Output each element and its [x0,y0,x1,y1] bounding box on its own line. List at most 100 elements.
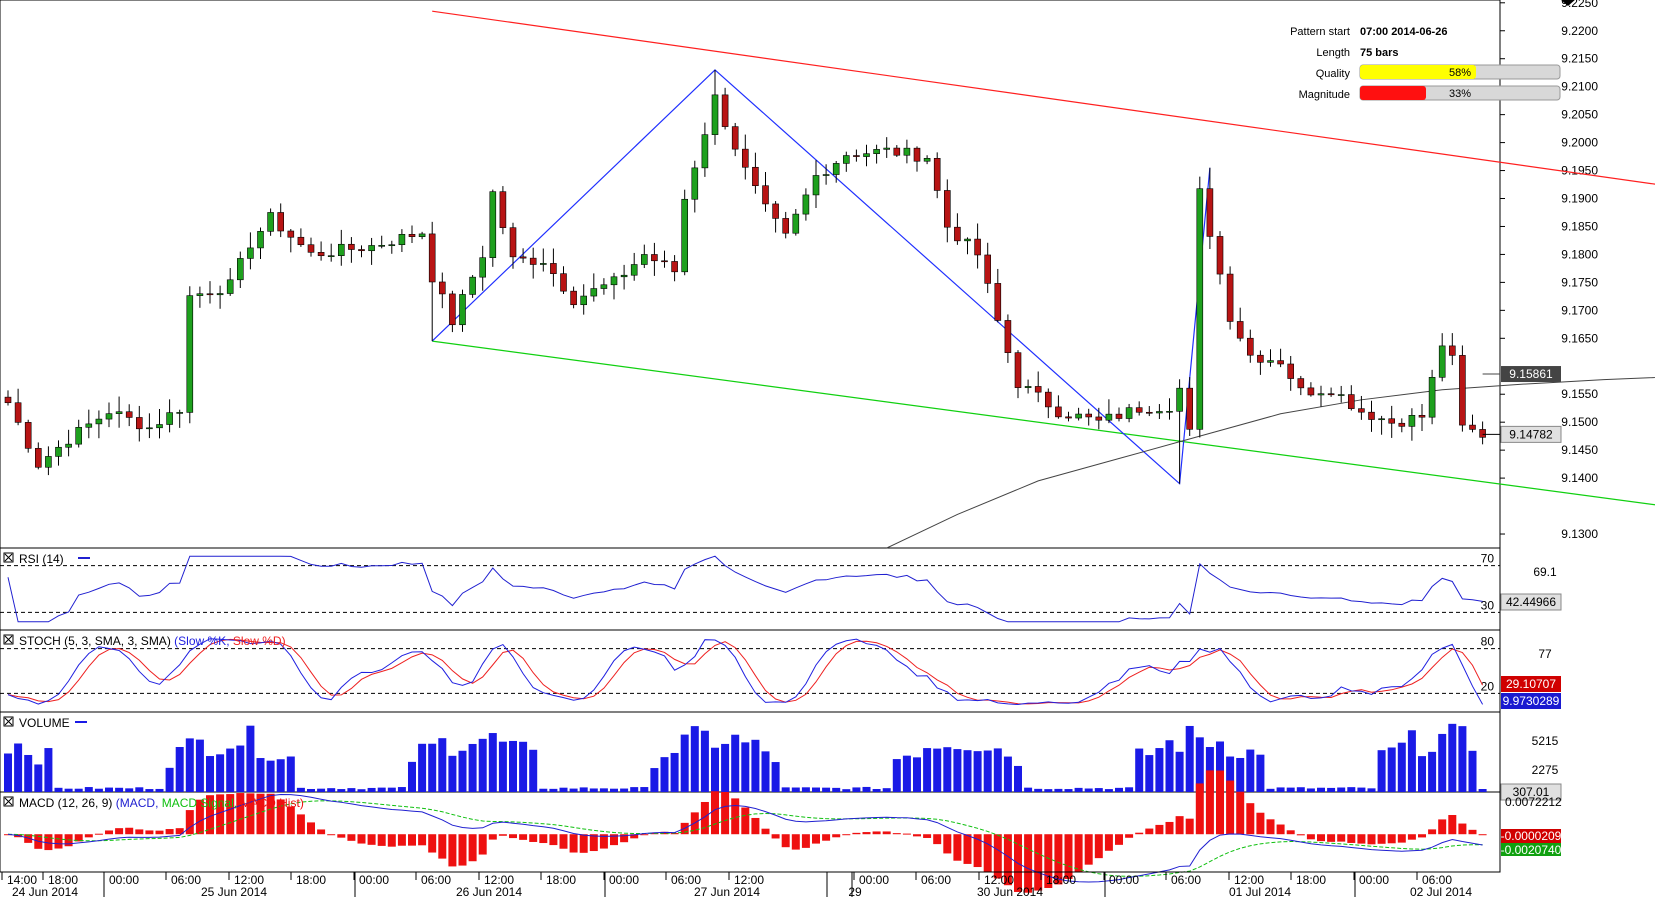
candle-body [1257,354,1264,363]
volume-bar [256,758,265,792]
candle-body [186,295,194,413]
volume-bar [74,788,83,792]
candle-body [519,256,527,259]
candle-body [125,411,133,418]
macd-signal-line [7,800,1483,877]
volume-bar [1306,788,1315,792]
candle-body [792,213,800,234]
volume-bar [529,749,538,792]
candle [1408,408,1416,441]
macd-hist-bar [307,822,315,835]
pattern-info: Pattern start 07:00 2014-06-26 Length 75… [1290,26,1561,101]
macd-hist-bar [276,799,285,835]
volume-bar [711,747,719,792]
volume-bar [569,788,578,792]
macd-hist-bar [1397,834,1406,843]
volume-bar [1236,757,1245,792]
candle [156,408,163,439]
volume-bar [478,738,487,792]
volume-bar [539,788,548,792]
volume-bar [1327,787,1336,792]
macd-hist-bar [993,834,1002,879]
price-tick-label: 9.2200 [1561,24,1598,38]
stoch-k-line [7,638,1484,706]
candle-body [1408,415,1416,427]
macd-line [7,794,1483,883]
macd-hist-bar [801,834,810,848]
candle [1247,329,1254,363]
candle [1034,371,1042,403]
stoch-d-label: 9.9730289 [1503,694,1560,708]
volume-tick-label: 2275 [1532,763,1559,777]
time-label: 18:00 [296,873,326,887]
candle-body [651,254,658,262]
candle-body [984,254,992,284]
candle [337,229,345,266]
candle-body [1135,407,1143,413]
volume-bar [963,750,972,792]
rsi-panel [0,547,1501,631]
candle-body [873,149,880,154]
candle-body [469,276,476,295]
macd-hist-bar [1205,770,1214,835]
candle-body [479,257,487,278]
macd-hist-bar [74,834,83,842]
rsi-toggle-icon[interactable] [3,552,14,563]
candle [610,272,618,300]
volume-bar [377,787,386,792]
volume-bar [64,788,73,792]
candle-body [1186,387,1193,430]
candle [1045,388,1052,419]
candle [358,245,365,258]
candle [297,228,305,247]
macd-hist-bar [1306,834,1315,840]
candle [782,211,790,239]
candle-body [832,163,840,175]
volume-bar [751,739,760,792]
candle-body [1428,377,1436,418]
candle [287,229,295,253]
macd-hist-bar [1135,832,1144,835]
candle-body [1085,413,1092,418]
volume-bar [549,788,558,792]
volume-bar [357,789,366,792]
candle [1216,231,1224,285]
macd-hist-bar [761,828,770,835]
macd-hist-bar [286,806,295,835]
volume-bar [599,788,608,792]
macd-toggle-icon[interactable] [3,796,14,807]
volume-bar [236,745,245,792]
volume-bar [872,788,881,792]
candle-body [75,427,82,445]
candle-body [4,396,12,404]
macd-hist-bar [953,834,962,861]
stoch-k-box [1501,676,1561,692]
time-label: 06:00 [171,873,201,887]
candle [964,237,971,255]
macd-hist-bar [781,834,790,848]
volume-bar [175,747,184,792]
time-label: 00:00 [1359,873,1389,887]
candle [721,87,729,130]
candle [196,286,204,308]
candle [954,213,961,245]
candle-body [762,185,769,205]
macd-hist-bar [357,834,366,844]
volume-bar [1286,787,1295,792]
macd-hist-bar [1216,770,1224,835]
time-label: 06:00 [421,873,451,887]
price-tick-label: 9.1700 [1561,303,1598,317]
scroll-marker-icon[interactable] [1560,0,1576,6]
stoch-toggle-icon[interactable] [3,634,14,645]
macd-hist-bar [1175,816,1184,835]
volume-bar [408,761,416,792]
candle [1065,411,1072,422]
volume-toggle-icon[interactable] [3,716,14,727]
candle [620,264,628,290]
magnitude-value: 33% [1449,88,1471,100]
macd-hist-bar [822,834,831,841]
candle-body [1216,236,1224,275]
candle-body [943,190,951,228]
volume-bar [1347,787,1356,792]
candle-body [136,417,143,430]
